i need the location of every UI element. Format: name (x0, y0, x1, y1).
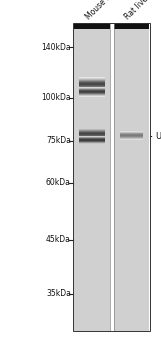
Text: 140kDa: 140kDa (41, 43, 71, 52)
Text: 35kDa: 35kDa (46, 289, 71, 299)
Text: 75kDa: 75kDa (46, 136, 71, 145)
Bar (74, 23, 110, 331)
Text: 60kDa: 60kDa (46, 178, 71, 187)
Text: 100kDa: 100kDa (41, 93, 71, 103)
Bar (74, 23, 110, 29)
Text: UFL1: UFL1 (155, 132, 161, 141)
Text: Rat liver: Rat liver (123, 0, 153, 21)
Text: 45kDa: 45kDa (46, 235, 71, 244)
Bar (114, 23, 149, 331)
Bar (73, 23, 150, 331)
Bar (114, 23, 149, 29)
Text: Mouse liver: Mouse liver (84, 0, 121, 21)
Bar (73, 23, 150, 331)
